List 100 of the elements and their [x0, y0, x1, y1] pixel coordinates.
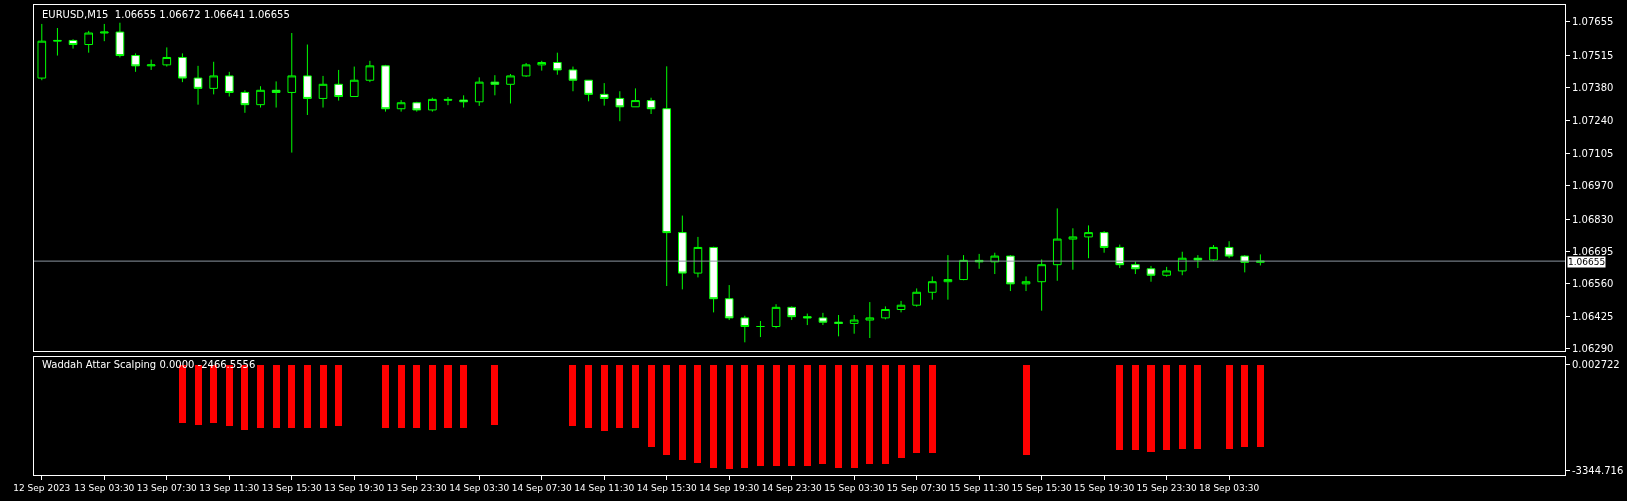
- candlestick: [943, 254, 953, 301]
- candlestick: [834, 314, 843, 337]
- candlestick: [412, 101, 422, 113]
- y-tick-label: 1.06830: [1572, 213, 1614, 225]
- x-tick-label: 14 Sep 23:30: [761, 482, 822, 493]
- x-tick-label: 15 Sep 11:30: [949, 482, 1010, 493]
- y-tick-label: 1.06970: [1572, 180, 1614, 192]
- candlestick: [1099, 230, 1109, 254]
- candlestick: [568, 66, 578, 92]
- candlestick: [381, 64, 390, 113]
- candlestick: [68, 38, 78, 50]
- candlestick: [693, 236, 703, 278]
- candlestick: [1068, 227, 1078, 271]
- candlestick: [1021, 275, 1031, 292]
- y-tick-label: 1.06425: [1572, 310, 1614, 322]
- candlestick: [131, 52, 140, 73]
- candlestick: [84, 30, 94, 54]
- x-tick-label: 13 Sep 03:30: [74, 482, 135, 493]
- x-tick-label: 14 Sep 19:30: [699, 482, 760, 493]
- candlestick: [631, 87, 640, 108]
- candlestick: [334, 69, 343, 102]
- ref-line-label: 1.06655: [1568, 257, 1606, 267]
- candlestick: [474, 76, 484, 107]
- x-tick-label: 14 Sep 03:30: [449, 482, 510, 493]
- candlestick: [53, 27, 62, 57]
- candlestick: [193, 65, 203, 106]
- candlestick: [615, 90, 625, 122]
- candlestick: [724, 284, 734, 321]
- x-tick-label: 13 Sep 15:30: [261, 482, 323, 493]
- candlestick: [959, 254, 968, 281]
- candlestick: [99, 23, 109, 42]
- candlestick: [521, 62, 531, 78]
- candlestick: [1084, 224, 1093, 259]
- x-tick-label: 13 Sep 07:30: [136, 482, 198, 493]
- candlestick: [787, 305, 797, 321]
- candlestick: [1052, 207, 1062, 282]
- x-tick-label: 12 Sep 2023: [13, 482, 71, 493]
- candlestick: [459, 94, 468, 109]
- candlestick: [1193, 254, 1203, 269]
- candlestick: [1162, 266, 1171, 278]
- x-tick-label: 15 Sep 23:30: [1136, 482, 1197, 493]
- candlestick: [349, 66, 359, 98]
- candlestick: [318, 75, 328, 109]
- candlestick: [209, 61, 218, 95]
- candlestick: [599, 82, 609, 107]
- candlestick: [896, 300, 906, 313]
- candlestick: [271, 80, 281, 109]
- y-tick-label: 1.07240: [1572, 115, 1614, 127]
- candlestick: [584, 79, 593, 102]
- y-tick-label: 1.06290: [1572, 343, 1614, 355]
- candlestick: [1131, 261, 1140, 275]
- candlestick: [771, 303, 781, 329]
- candlestick: [740, 315, 750, 343]
- candlestick: [256, 85, 265, 109]
- x-tick-label: 15 Sep 15:30: [1011, 482, 1072, 493]
- candlestick: [553, 52, 562, 76]
- candlestick: [428, 97, 437, 113]
- candlestick: [37, 23, 47, 81]
- y-tick-label: 1.06695: [1572, 246, 1614, 258]
- x-tick-label: 15 Sep 19:30: [1074, 482, 1135, 493]
- chart-title: Waddah Attar Scalping 0.0000 -2466.5556: [42, 359, 256, 370]
- candlestick: [287, 32, 297, 154]
- candlestick: [1224, 240, 1234, 259]
- candlestick: [818, 312, 828, 326]
- x-tick-label: 13 Sep 23:30: [386, 482, 448, 493]
- candlestick: [662, 65, 672, 287]
- candlestick: [881, 305, 890, 320]
- candlestick: [506, 73, 515, 104]
- candlestick: [709, 246, 718, 313]
- candlestick: [224, 71, 234, 98]
- x-tick-label: 13 Sep 19:30: [324, 482, 385, 493]
- candlestick: [240, 89, 250, 114]
- candlestick: [865, 301, 875, 339]
- candlestick: [303, 44, 312, 116]
- x-tick-label: 14 Sep 07:30: [511, 482, 573, 493]
- candlestick: [849, 314, 859, 335]
- candlestick: [802, 313, 812, 326]
- y-tick-label: 1.07515: [1572, 49, 1614, 61]
- y-tick-label: 0.002722: [1572, 358, 1620, 370]
- y-tick-label: 1.06560: [1572, 278, 1614, 290]
- y-tick-label: 1.07380: [1572, 81, 1614, 93]
- y-tick-label: 1.07105: [1572, 147, 1614, 159]
- candlestick: [443, 96, 453, 106]
- y-tick-label: -3344.716: [1572, 464, 1624, 476]
- x-tick-label: 14 Sep 11:30: [574, 482, 635, 493]
- candlestick: [927, 275, 937, 301]
- candlestick: [115, 22, 125, 58]
- y-tick-label: 1.07655: [1572, 16, 1614, 28]
- x-tick-label: 13 Sep 11:30: [199, 482, 260, 493]
- x-tick-label: 15 Sep 03:30: [824, 482, 885, 493]
- candlestick: [178, 52, 187, 83]
- candlestick: [912, 287, 921, 308]
- x-tick-label: 15 Sep 07:30: [886, 482, 947, 493]
- candlestick: [646, 97, 656, 115]
- chart-title: EURUSD,M15 1.06655 1.06672 1.06641 1.06655: [42, 9, 290, 20]
- candlestick: [162, 46, 172, 68]
- candlestick: [490, 74, 500, 96]
- candlestick: [756, 320, 765, 338]
- candlestick: [146, 59, 156, 71]
- candlestick: [1146, 265, 1156, 283]
